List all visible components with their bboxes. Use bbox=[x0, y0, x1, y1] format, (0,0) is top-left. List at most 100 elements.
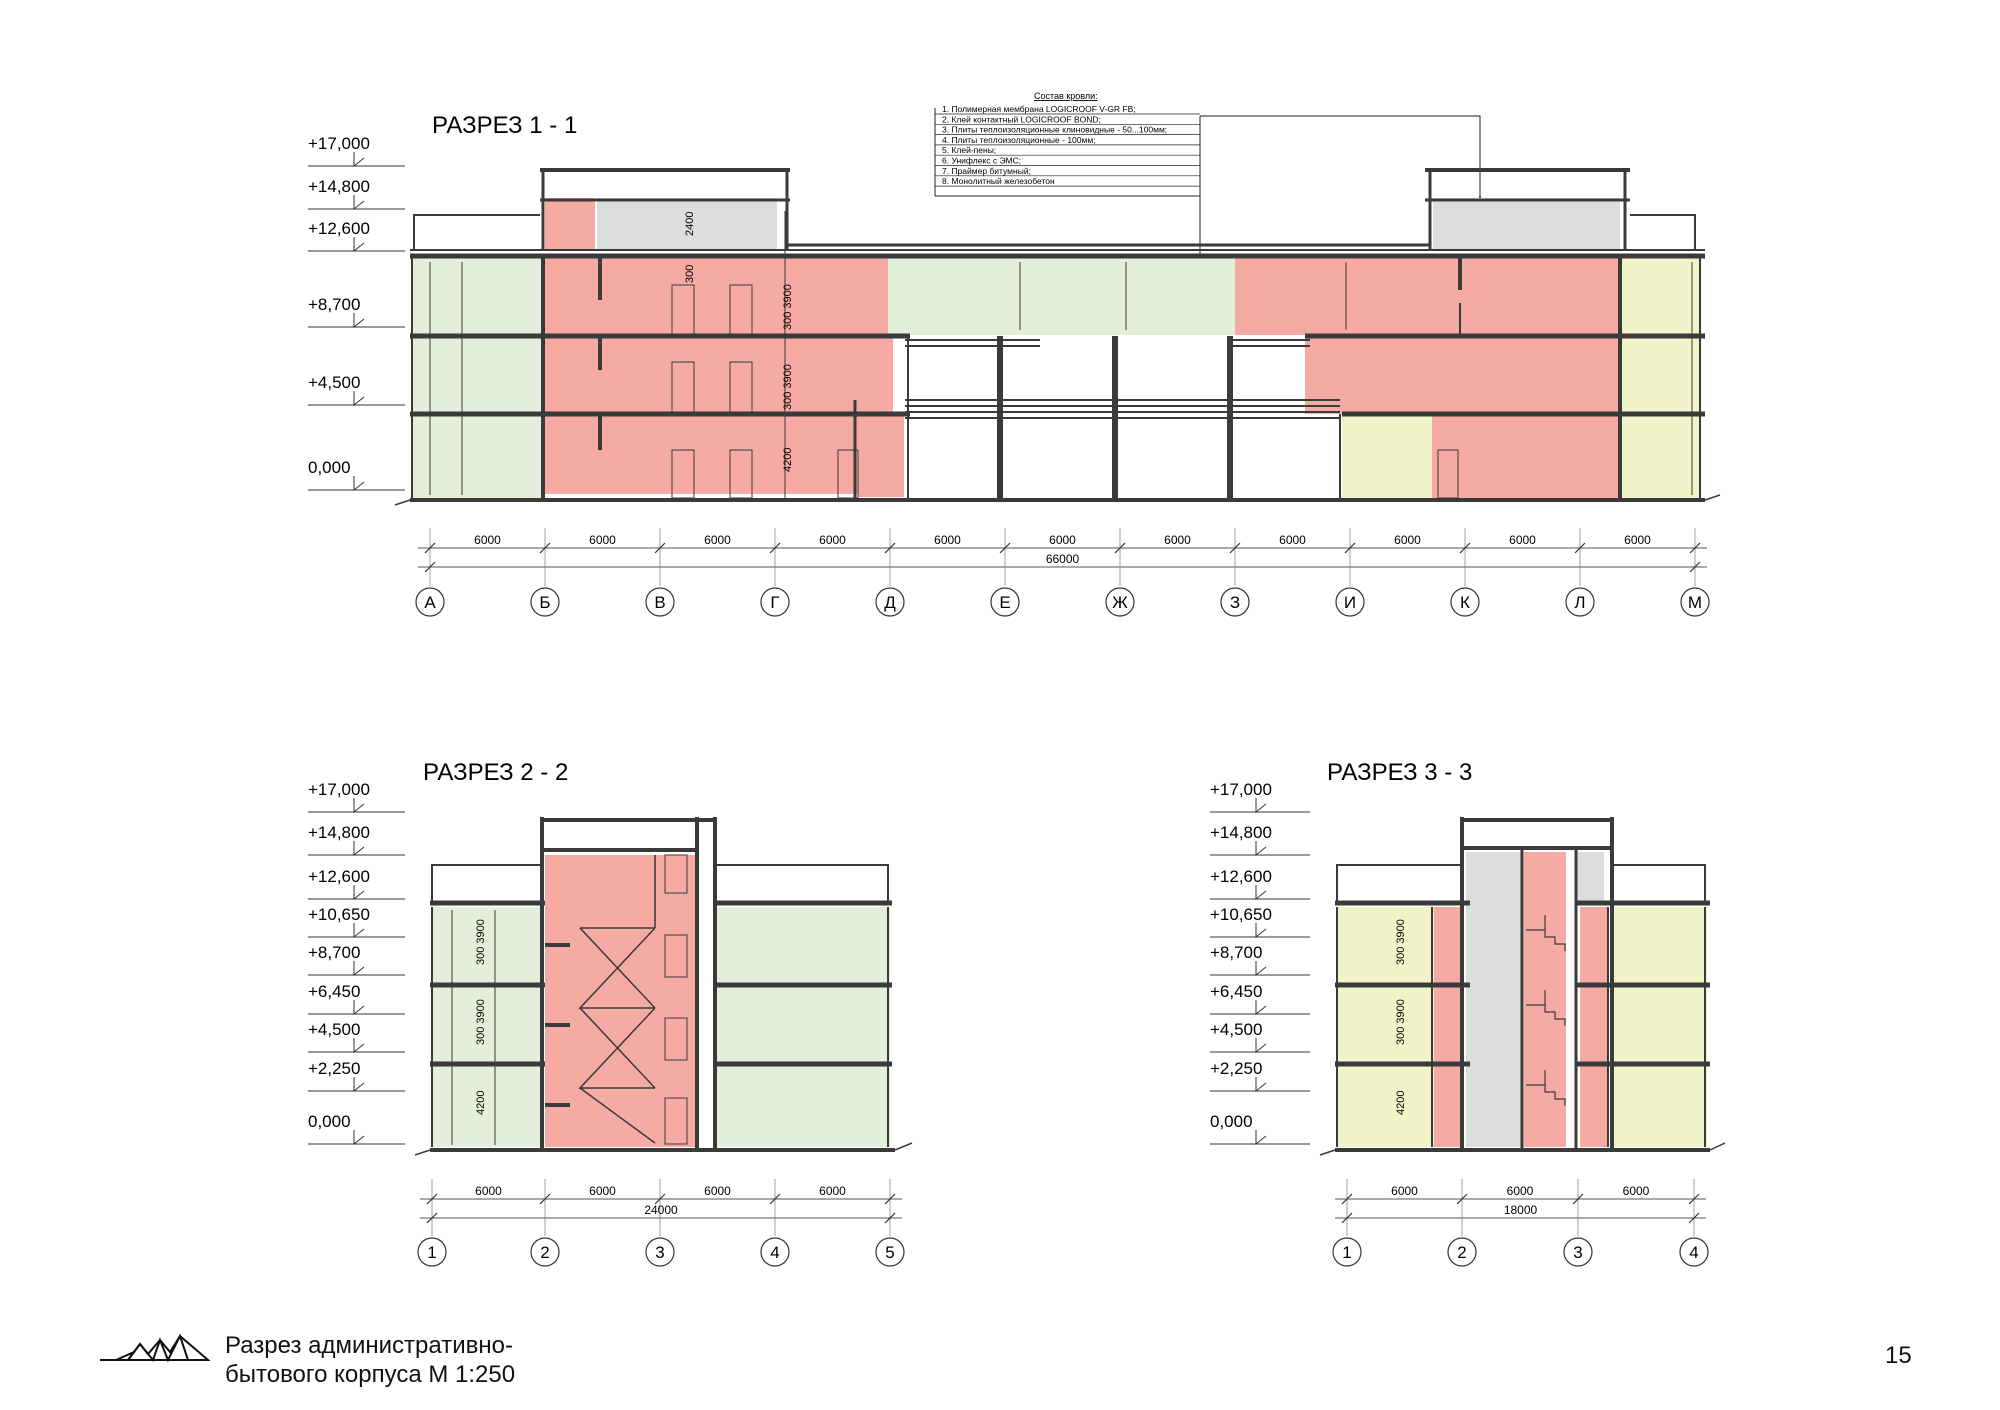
level-mark: +8,700 bbox=[308, 295, 360, 314]
section-3-dim-floor2: 300 3900 bbox=[1395, 999, 1407, 1045]
level-mark: 0,000 bbox=[1210, 1112, 1253, 1131]
grid-axis-label: 2 bbox=[1457, 1243, 1466, 1262]
grid-axis-label: А bbox=[424, 593, 436, 612]
level-mark: +17,000 bbox=[308, 780, 370, 799]
grid-axis-bubble bbox=[645, 1237, 675, 1267]
section-1-dim-300: 300 bbox=[684, 265, 696, 283]
total-dimension: 66000 bbox=[1046, 552, 1080, 566]
level-mark: +10,650 bbox=[1210, 905, 1272, 924]
span-dimension: 6000 bbox=[475, 1184, 502, 1198]
section-2-dim-floor3: 300 3900 bbox=[475, 919, 487, 965]
span-dimension: 6000 bbox=[1507, 1184, 1534, 1198]
grid-axis-bubble bbox=[1220, 587, 1250, 617]
section-3-levels: +17,000 +14,800 +12,600 +10,650 +8,700 +6,450… bbox=[1210, 780, 1310, 1146]
level-mark: +8,700 bbox=[308, 943, 360, 962]
grid-axis-bubble bbox=[1332, 1237, 1362, 1267]
roof-note-item: 2. Клей контактный LOGICROOF BOND; bbox=[942, 114, 1101, 124]
grid-axis-label: Г bbox=[770, 593, 779, 612]
level-mark: +12,600 bbox=[308, 867, 370, 886]
section-3-3: РАЗРЕЗ 3 - 3 bbox=[1210, 759, 1726, 1267]
span-dimension: 6000 bbox=[819, 1184, 846, 1198]
span-dimension: 6000 bbox=[1391, 1184, 1418, 1198]
roof-note-item: 6. Унифлекс с ЭМС; bbox=[942, 156, 1021, 166]
grid-axis-label: 4 bbox=[1689, 1243, 1698, 1262]
grid-axis-bubble bbox=[530, 587, 560, 617]
section-3-dim-floor1: 4200 bbox=[1395, 1091, 1407, 1115]
grid-axis-bubble bbox=[415, 587, 445, 617]
page-number: 15 bbox=[1885, 1342, 1912, 1369]
caption-line-1: Разрез административно- bbox=[225, 1332, 513, 1359]
span-dimension: 6000 bbox=[1623, 1184, 1650, 1198]
roof-note-title: Состав кровли: bbox=[1034, 91, 1098, 101]
level-mark: +14,800 bbox=[308, 177, 370, 196]
total-dimension: 24000 bbox=[644, 1203, 678, 1217]
level-mark: +2,250 bbox=[308, 1059, 360, 1078]
grid-axis-label: Е bbox=[999, 593, 1010, 612]
roof-note-item: 1. Полимерная мембрана LOGICROOF V-GR FB… bbox=[942, 104, 1136, 114]
section-3-dim-floor3: 300 3900 bbox=[1395, 919, 1407, 965]
grid-axis-bubble bbox=[530, 1237, 560, 1267]
grid-axis-label: М bbox=[1688, 593, 1702, 612]
level-mark: +6,450 bbox=[308, 982, 360, 1001]
total-dimension: 18000 bbox=[1504, 1203, 1538, 1217]
grid-axis-bubble bbox=[1565, 587, 1595, 617]
span-dimension: 6000 bbox=[1279, 533, 1306, 547]
section-2-title: РАЗРЕЗ 2 - 2 bbox=[423, 759, 568, 786]
grid-axis-label: 1 bbox=[1342, 1243, 1351, 1262]
section-3-structure bbox=[1319, 817, 1726, 1156]
level-mark: +4,500 bbox=[1210, 1020, 1262, 1039]
level-mark: +17,000 bbox=[1210, 780, 1272, 799]
section-1-1: РАЗРЕЗ 1 - 1 Состав кровли: 1. Полимерна… bbox=[308, 91, 1721, 617]
level-mark: +17,000 bbox=[308, 134, 370, 153]
grid-axis-bubble bbox=[760, 1237, 790, 1267]
span-dimension: 6000 bbox=[474, 533, 501, 547]
section-2-2: РАЗРЕЗ 2 - 2 bbox=[308, 759, 913, 1267]
grid-axis-bubble bbox=[760, 587, 790, 617]
roof-note-item: 7. Праймер битумный; bbox=[942, 166, 1031, 176]
section-2-dim-floor2: 300 3900 bbox=[475, 999, 487, 1045]
level-mark: +10,650 bbox=[308, 905, 370, 924]
grid-axis-label: Ж bbox=[1112, 593, 1128, 612]
grid-axis-bubble bbox=[1335, 587, 1365, 617]
level-mark: +8,700 bbox=[1210, 943, 1262, 962]
span-dimension: 6000 bbox=[589, 1184, 616, 1198]
grid-axis-label: И bbox=[1344, 593, 1356, 612]
level-mark: +4,500 bbox=[308, 373, 360, 392]
section-2-dim-floor1: 4200 bbox=[475, 1091, 487, 1115]
level-mark: +14,800 bbox=[308, 823, 370, 842]
grid-axis-bubble bbox=[875, 587, 905, 617]
grid-axis-bubble bbox=[990, 587, 1020, 617]
level-mark: +4,500 bbox=[308, 1020, 360, 1039]
grid-axis-label: Л bbox=[1574, 593, 1585, 612]
grid-axis-label: 4 bbox=[770, 1243, 779, 1262]
level-mark: +2,250 bbox=[1210, 1059, 1262, 1078]
span-dimension: 6000 bbox=[589, 533, 616, 547]
section-2-dimension-chain: 1 2 3 4 5 6000 6000 6000 6000 24000 bbox=[417, 1179, 905, 1267]
level-mark: +14,800 bbox=[1210, 823, 1272, 842]
grid-axis-bubble bbox=[1450, 587, 1480, 617]
span-dimension: 6000 bbox=[1049, 533, 1076, 547]
span-dimension: 6000 bbox=[934, 533, 961, 547]
grid-axis-label: 3 bbox=[1573, 1243, 1582, 1262]
level-mark: +6,450 bbox=[1210, 982, 1262, 1001]
span-dimension: 6000 bbox=[1509, 533, 1536, 547]
grid-axis-label: 1 bbox=[427, 1243, 436, 1262]
grid-axis-bubble bbox=[1680, 587, 1710, 617]
section-3-zones bbox=[1337, 852, 1707, 1147]
level-mark: 0,000 bbox=[308, 458, 351, 477]
level-mark: 0,000 bbox=[308, 1112, 351, 1131]
section-1-levels: +17,000 +14,800 +12,600 +8,700 +4,500 0,000 bbox=[308, 134, 405, 492]
section-1-dim-floor1: 4200 bbox=[782, 448, 794, 472]
grid-axis-bubble bbox=[1679, 1237, 1709, 1267]
grid-axis-label: Д bbox=[884, 593, 896, 612]
sheet-caption: Разрез административно- бытового корпуса… bbox=[225, 1331, 515, 1389]
caption-line-2: бытового корпуса М 1:250 bbox=[225, 1361, 516, 1388]
grid-axis-bubble bbox=[1105, 587, 1135, 617]
section-1-dim-floor3: 300 3900 bbox=[782, 284, 794, 330]
mountain-logo-icon bbox=[100, 1333, 210, 1363]
section-2-zones bbox=[432, 855, 890, 1147]
grid-axis-label: Б bbox=[539, 593, 550, 612]
roof-note-item: 3. Плиты теплоизоляционные клиновидные -… bbox=[942, 125, 1167, 135]
span-dimension: 6000 bbox=[704, 1184, 731, 1198]
